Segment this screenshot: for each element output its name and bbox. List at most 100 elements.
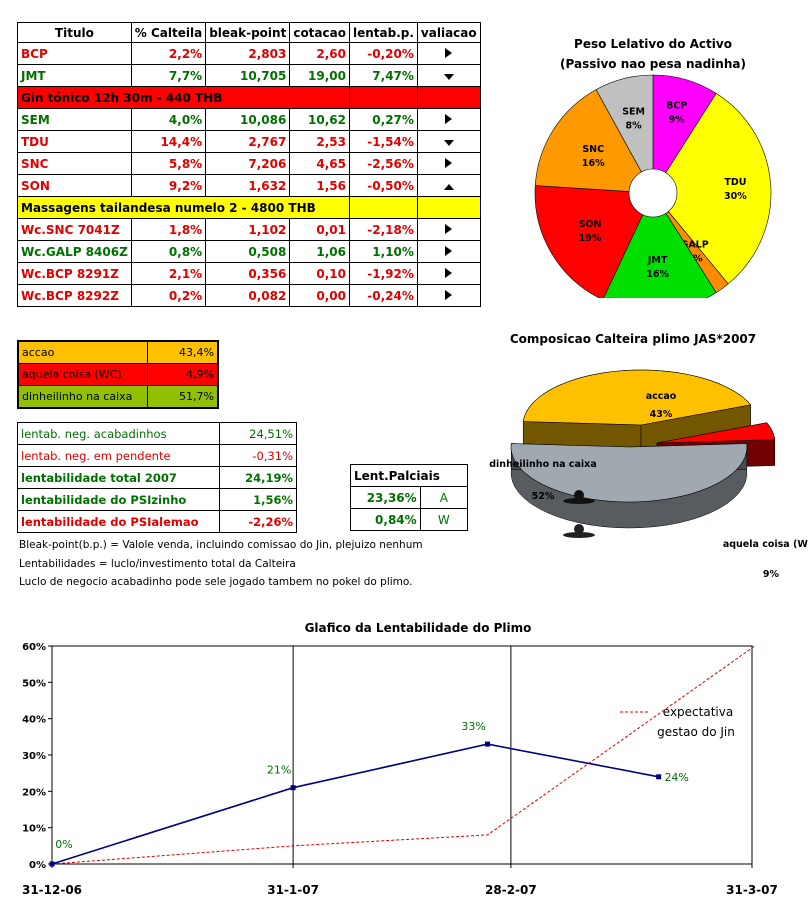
pie-slice bbox=[652, 92, 772, 285]
arrow-right-icon bbox=[445, 157, 453, 168]
stock-quote: 2,60 bbox=[289, 42, 350, 65]
partial-return-value: 0,84% bbox=[350, 508, 421, 531]
stock-return: -2,56% bbox=[348, 152, 418, 175]
weight-pie-chart: Peso Lelativo do Activo (Passivo nao pes… bbox=[534, 37, 772, 298]
stock-name: SNC bbox=[17, 152, 132, 175]
pie3d-pct: 9% bbox=[763, 569, 780, 580]
return-label: lentab. neg. em pendente bbox=[17, 444, 220, 467]
return-point bbox=[485, 741, 491, 747]
section-band-row: Gin tónico 12h 30m - 440 THB bbox=[17, 86, 481, 109]
arrow-right-icon bbox=[445, 113, 453, 124]
return-label: lentabilidade total 2007 bbox=[17, 466, 220, 489]
pie3d-label: aquela coisa (WC) bbox=[723, 539, 808, 550]
section-band-label: Gin tónico 12h 30m - 440 THB bbox=[17, 86, 350, 109]
valuation-cell bbox=[416, 64, 481, 87]
stock-return: -0,50% bbox=[348, 174, 418, 197]
y-tick-label: 20% bbox=[22, 787, 46, 798]
pie-slice-pct: 16% bbox=[646, 269, 669, 280]
note-luclo: Luclo de negocio acabadinho pode sele jo… bbox=[19, 576, 413, 588]
pie-slice bbox=[595, 74, 654, 194]
stock-name: Wc.BCP 8292Z bbox=[17, 284, 132, 307]
return-point-label: 0% bbox=[55, 838, 72, 851]
stock-weight: 0,2% bbox=[130, 284, 207, 307]
composition-value: 4,9% bbox=[146, 363, 219, 386]
pie-slice bbox=[534, 89, 654, 194]
arrow-right-icon bbox=[445, 289, 453, 300]
valuation-cell bbox=[416, 240, 481, 263]
pie-slice-label: SON bbox=[579, 219, 602, 230]
header-cell: valiacao bbox=[416, 22, 481, 43]
pie-slice-label: JMT bbox=[647, 255, 668, 266]
stock-name: BCP bbox=[17, 42, 132, 65]
pie3d-pct: 43% bbox=[650, 409, 673, 420]
stock-name: SEM bbox=[17, 108, 132, 131]
pie-slice-pct: 8% bbox=[626, 121, 643, 132]
return-point-label: 21% bbox=[267, 764, 291, 777]
stock-weight: 2,2% bbox=[130, 42, 207, 65]
composition-value: 43,4% bbox=[146, 340, 219, 364]
stock-row: TDU 14,4% 2,767 2,53 -1,54% bbox=[17, 130, 481, 153]
stock-row: Wc.BCP 8291Z 2,1% 0,356 0,10 -1,92% bbox=[17, 262, 481, 285]
stock-return: 0,27% bbox=[348, 108, 418, 131]
stock-return: -2,18% bbox=[348, 218, 418, 241]
valuation-cell bbox=[416, 262, 481, 285]
stock-weight: 1,8% bbox=[130, 218, 207, 241]
main-table-body: Titulo % Calteila bleak-point cotacao le… bbox=[17, 22, 481, 307]
return-value: 24,51% bbox=[218, 422, 298, 445]
return-row: lentabilidade do PSIalemao -2,26% bbox=[17, 510, 298, 533]
composition-label: dinheilinho na caixa bbox=[17, 385, 148, 409]
return-point bbox=[656, 774, 662, 780]
pie-slice-pct: 30% bbox=[724, 191, 747, 202]
swimmer-body-icon bbox=[563, 498, 595, 504]
stock-quote: 0,10 bbox=[289, 262, 350, 285]
stock-return: 7,47% bbox=[348, 64, 418, 87]
composition-row: accao 43,4% bbox=[17, 340, 219, 364]
arrow-up-icon bbox=[443, 183, 454, 190]
swimmer-reflection-icon bbox=[574, 524, 584, 534]
stock-quote: 1,56 bbox=[289, 174, 350, 197]
arrow-right-icon bbox=[445, 47, 453, 58]
stock-quote: 4,65 bbox=[289, 152, 350, 175]
header-cell: lentab.p. bbox=[348, 22, 418, 43]
pie3d-top bbox=[522, 369, 752, 426]
y-tick-label: 50% bbox=[22, 678, 46, 689]
pie-slice-pct: 19% bbox=[579, 233, 602, 244]
x-tick-label: 28-2-07 bbox=[485, 883, 537, 897]
weight-pie-title: Peso Lelativo do Activo bbox=[574, 37, 732, 51]
return-label: lentabilidade do PSIalemao bbox=[17, 510, 220, 533]
weight-pie-subtitle: (Passivo nao pesa nadinha) bbox=[560, 57, 746, 71]
return-line-chart: Glafico da Lentabilidade do Plimo 0% 10% 2… bbox=[22, 621, 778, 897]
stock-name: SON bbox=[17, 174, 132, 197]
return-point-label: 33% bbox=[461, 720, 485, 733]
empty-cell bbox=[416, 196, 481, 219]
header-cell: Titulo bbox=[17, 22, 132, 43]
partial-returns-header: Lent.Palciais bbox=[350, 464, 468, 487]
return-line bbox=[51, 743, 659, 865]
return-value: 24,19% bbox=[218, 466, 298, 489]
composition-value: 51,7% bbox=[146, 385, 219, 409]
pie-slice bbox=[534, 185, 654, 298]
stock-row: Wc.SNC 7041Z 1,8% 1,102 0,01 -2,18% bbox=[17, 218, 481, 241]
pie3d-top bbox=[510, 443, 748, 503]
header-cell: cotacao bbox=[289, 22, 350, 43]
stock-quote: 10,62 bbox=[289, 108, 350, 131]
stock-bleak-point: 7,206 bbox=[205, 152, 291, 175]
stock-weight: 4,0% bbox=[130, 108, 207, 131]
main-table-header: Titulo % Calteila bleak-point cotacao le… bbox=[17, 22, 481, 43]
stock-weight: 7,7% bbox=[130, 64, 207, 87]
y-tick-label: 10% bbox=[22, 824, 46, 835]
legend-label: expectativa bbox=[663, 705, 733, 719]
stock-bleak-point: 1,102 bbox=[205, 218, 291, 241]
composition-row: aquela coisa (WC) 4,9% bbox=[17, 363, 219, 386]
x-tick-label: 31-3-07 bbox=[726, 883, 778, 897]
stock-name: Wc.BCP 8291Z bbox=[17, 262, 132, 285]
empty-cell bbox=[348, 196, 418, 219]
arrow-down-icon bbox=[443, 73, 454, 80]
pie3d-label: dinheilinho na caixa bbox=[489, 459, 596, 470]
stock-quote: 2,53 bbox=[289, 130, 350, 153]
stock-bleak-point: 0,356 bbox=[205, 262, 291, 285]
stock-weight: 9,2% bbox=[130, 174, 207, 197]
pie-slice-label: GALP bbox=[681, 239, 709, 250]
stock-row: BCP 2,2% 2,803 2,60 -0,20% bbox=[17, 42, 481, 65]
stock-return: 1,10% bbox=[348, 240, 418, 263]
